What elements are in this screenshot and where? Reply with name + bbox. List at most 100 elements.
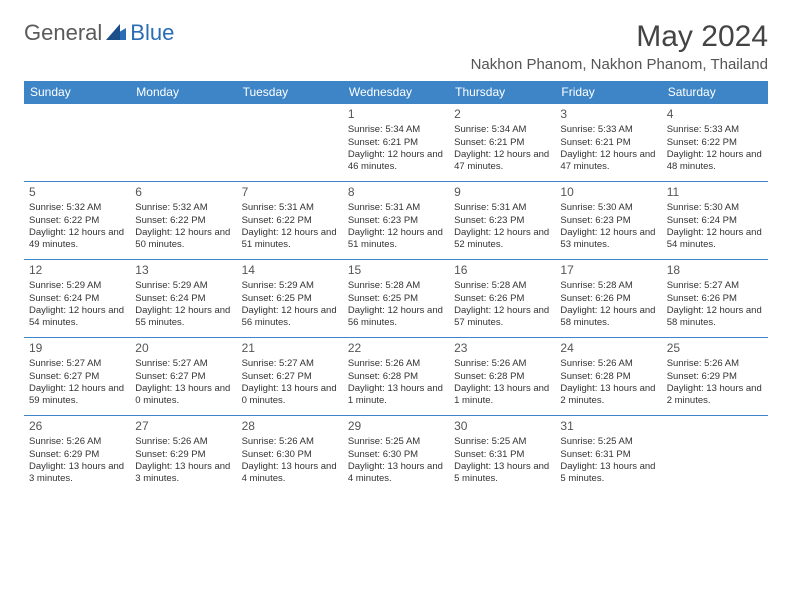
calendar-cell: 29Sunrise: 5:25 AMSunset: 6:30 PMDayligh…: [343, 416, 449, 491]
sunrise-line: Sunrise: 5:26 AM: [348, 358, 444, 370]
sunset-line: Sunset: 6:27 PM: [29, 371, 125, 383]
daylight-line: Daylight: 13 hours and 1 minute.: [348, 383, 444, 407]
calendar-cell: 1 Sunrise: 5:34 AMSunset: 6:21 PMDaylight…: [343, 104, 449, 182]
brand-part2: Blue: [130, 20, 174, 46]
daylight-line: Daylight: 12 hours and 53 minutes.: [560, 227, 656, 251]
sunset-line: Sunset: 6:23 PM: [454, 215, 550, 227]
calendar-row: 5Sunrise: 5:32 AMSunset: 6:22 PMDaylight…: [24, 182, 768, 260]
day-number: 21: [242, 341, 338, 356]
daylight-line: Daylight: 13 hours and 2 minutes.: [560, 383, 656, 407]
sunrise-line: Sunrise: 5:31 AM: [348, 202, 444, 214]
location-text: Nakhon Phanom, Nakhon Phanom, Thailand: [471, 56, 768, 73]
daylight-line: Daylight: 12 hours and 46 minutes.: [348, 149, 444, 173]
calendar-cell: 26 Sunrise: 5:26 AMSunset: 6:29 PMDayligh…: [24, 416, 130, 491]
sunset-line: Sunset: 6:22 PM: [135, 215, 231, 227]
sunrise-line: Sunrise: 5:26 AM: [29, 436, 125, 448]
sunset-line: Sunset: 6:30 PM: [242, 449, 338, 461]
daylight-line: Daylight: 13 hours and 3 minutes.: [29, 461, 125, 485]
calendar-body: 1Sunrise: 5:34 AMSunset: 6:21 PMDaylight…: [24, 104, 768, 491]
month-title: May 2024: [471, 20, 768, 54]
brand-logo: General Blue: [24, 20, 174, 46]
day-number: 29: [348, 419, 444, 434]
daylight-line: Daylight: 12 hours and 54 minutes.: [667, 227, 763, 251]
daylight-line: Daylight: 12 hours and 58 minutes.: [560, 305, 656, 329]
day-number: 17: [560, 263, 656, 278]
calendar-cell: 22Sunrise: 5:26 AMSunset: 6:28 PMDayligh…: [343, 338, 449, 416]
day-number: 3: [560, 107, 656, 122]
sunrise-line: Sunrise: 5:32 AM: [135, 202, 231, 214]
calendar-table: Sunday Monday Tuesday Wednesday Thursday…: [24, 81, 768, 491]
calendar-cell: 17Sunrise: 5:28 AMSunset: 6:26 PMDayligh…: [555, 260, 661, 338]
sunset-line: Sunset: 6:23 PM: [560, 215, 656, 227]
day-number: 5: [29, 185, 125, 200]
sunset-line: Sunset: 6:29 PM: [29, 449, 125, 461]
sunset-line: Sunset: 6:25 PM: [242, 293, 338, 305]
day-number: 1: [348, 107, 444, 122]
day-header-thu: Thursday: [449, 81, 555, 104]
daylight-line: Daylight: 12 hours and 57 minutes.: [454, 305, 550, 329]
calendar-row: 12 Sunrise: 5:29 AM Sunset: 6:24 PM Dayligh…: [24, 260, 768, 338]
calendar-cell: 25Sunrise: 5:26 AMSunset: 6:29 PMDayligh…: [662, 338, 768, 416]
daylight-line: Daylight: 13 hours and 1 minute.: [454, 383, 550, 407]
calendar-cell: 2Sunrise: 5:34 AMSunset: 6:21 PMDaylight…: [449, 104, 555, 182]
sunset-line: Sunset: 6:28 PM: [348, 371, 444, 383]
sunset-line: Sunset: 6:22 PM: [29, 215, 125, 227]
calendar-cell: 14 Sunrise: 5:29 AMSunset: 6:25 PMDayligh…: [237, 260, 343, 338]
calendar-row: 1Sunrise: 5:34 AMSunset: 6:21 PMDaylight…: [24, 104, 768, 182]
daylight-line: Daylight: 12 hours and 58 minutes.: [667, 305, 763, 329]
daylight-line: Daylight: 13 hours and 5 minutes.: [560, 461, 656, 485]
daylight-line: Daylight: 12 hours and 56 minutes.: [242, 305, 338, 329]
day-number: 26: [29, 419, 125, 434]
sunrise-line: Sunrise: 5:28 AM: [454, 280, 550, 292]
day-header-wed: Wednesday: [343, 81, 449, 104]
daylight-line: Daylight: 13 hours and 3 minutes.: [135, 461, 231, 485]
daylight-line: Daylight: 13 hours and 4 minutes.: [242, 461, 338, 485]
sunrise-line: Sunrise: 5:25 AM: [454, 436, 550, 448]
calendar-row: 26Sunrise: 5:26 AMSunset: 6:29 PMDayligh…: [24, 416, 768, 491]
sunrise-line: Sunrise: 5:27 AM: [667, 280, 763, 292]
sunrise-line: Sunrise: 5:26 AM: [242, 436, 338, 448]
day-header-tue: Tuesday: [237, 81, 343, 104]
sunset-line: Sunset: 6:21 PM: [348, 137, 444, 149]
day-number: 7: [242, 185, 338, 200]
calendar-cell: 21Sunrise: 5:27 AMSunset: 6:27 PMDayligh…: [237, 338, 343, 416]
day-number: 8: [348, 185, 444, 200]
daylight-line: Daylight: 12 hours and 48 minutes.: [667, 149, 763, 173]
daylight-line: Daylight: 12 hours and 49 minutes.: [29, 227, 125, 251]
day-number: 14: [242, 263, 338, 278]
day-number: 9: [454, 185, 550, 200]
day-header-sun: Sunday: [24, 81, 130, 104]
sunrise-line: Sunrise: 5:26 AM: [667, 358, 763, 370]
day-number: 16: [454, 263, 550, 278]
sunrise-line: Sunrise: 5:31 AM: [242, 202, 338, 214]
day-number: 6: [135, 185, 231, 200]
day-number: 4: [667, 107, 763, 122]
day-number: 18: [667, 263, 763, 278]
daylight-line: Daylight: 13 hours and 4 minutes.: [348, 461, 444, 485]
daylight-line: Daylight: 12 hours and 56 minutes.: [348, 305, 444, 329]
daylight-line: Daylight: 13 hours and 5 minutes.: [454, 461, 550, 485]
daylight-line: Daylight: 12 hours and 50 minutes.: [135, 227, 231, 251]
sunset-line: Sunset: 6:31 PM: [454, 449, 550, 461]
day-number: 10: [560, 185, 656, 200]
day-number: 25: [667, 341, 763, 356]
sunrise-line: Sunrise: 5:31 AM: [454, 202, 550, 214]
sunrise-line: Sunrise: 5:34 AM: [348, 124, 444, 136]
day-number: 12: [29, 263, 125, 278]
day-number: 15: [348, 263, 444, 278]
calendar-cell: [24, 104, 130, 182]
day-number: 2: [454, 107, 550, 122]
calendar-cell: 4Sunrise: 5:33 AMSunset: 6:22 PMDaylight…: [662, 104, 768, 182]
sunrise-line: Sunrise: 5:29 AM: [29, 280, 125, 292]
day-number: 13: [135, 263, 231, 278]
sunrise-line: Sunrise: 5:26 AM: [135, 436, 231, 448]
calendar-cell: 15Sunrise: 5:28 AMSunset: 6:25 PMDayligh…: [343, 260, 449, 338]
daylight-line: Daylight: 12 hours and 51 minutes.: [348, 227, 444, 251]
sunset-line: Sunset: 6:24 PM: [135, 293, 231, 305]
sunset-line: Sunset: 6:26 PM: [560, 293, 656, 305]
sunset-line: Sunset: 6:26 PM: [454, 293, 550, 305]
day-header-mon: Monday: [130, 81, 236, 104]
daylight-line: Daylight: 12 hours and 47 minutes.: [560, 149, 656, 173]
sunrise-line: Sunrise: 5:29 AM: [242, 280, 338, 292]
calendar-row: 19Sunrise: 5:27 AMSunset: 6:27 PMDayligh…: [24, 338, 768, 416]
